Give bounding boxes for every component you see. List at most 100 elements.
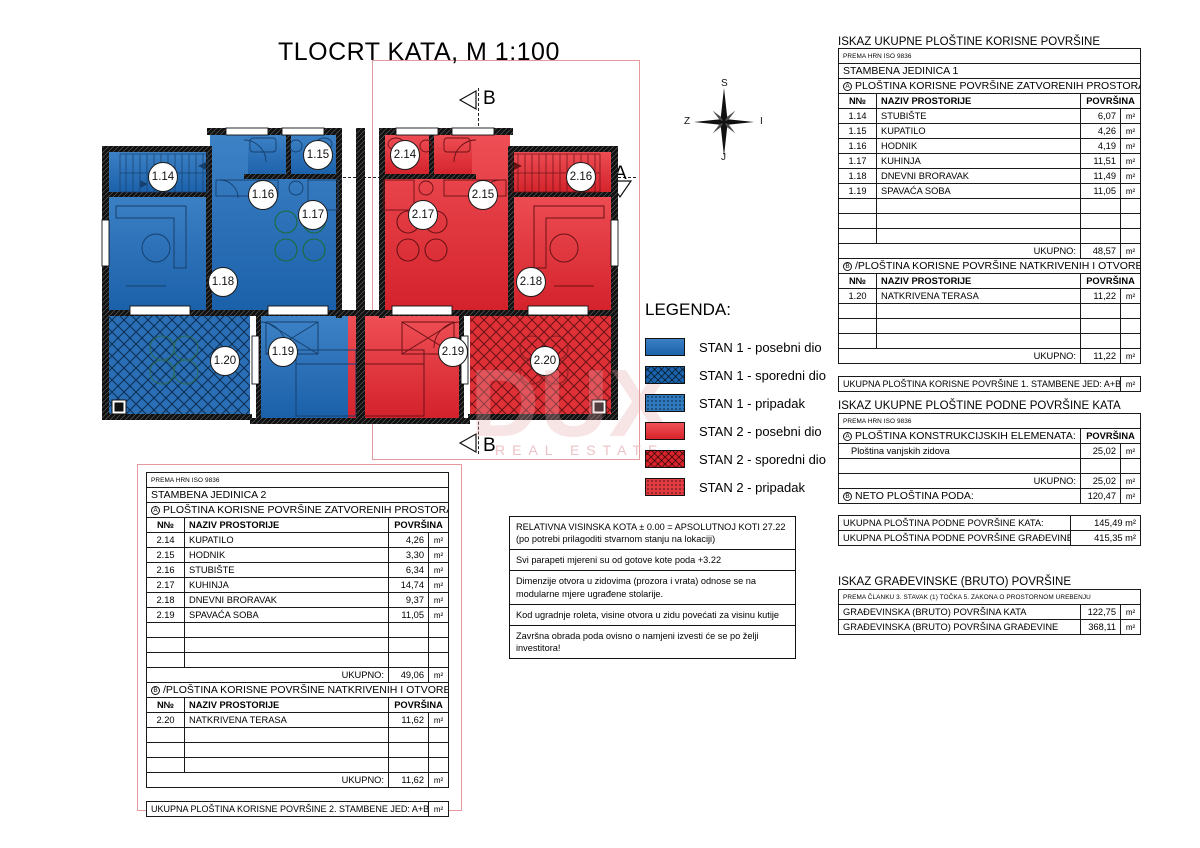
floor-total: 25,02 bbox=[1080, 473, 1121, 489]
u2-col-no: N№ bbox=[146, 517, 185, 533]
room-bubble-2-15[interactable]: 2.15 bbox=[468, 180, 498, 210]
u1-grand-total: UKUPNA PLOŠTINA KORISNE POVRŠINE 1. STAM… bbox=[838, 376, 1121, 392]
legend-label-stan2-sporedni: STAN 2 - sporedni dio bbox=[699, 451, 826, 467]
table-row[interactable]: GRAĐEVINSKA (BRUTO) POVRŠINA GRAĐEVINE 3… bbox=[838, 619, 1142, 635]
table-row[interactable]: 2.15 HODNIK 3,30 m² bbox=[146, 547, 450, 563]
legend-item-stan2-sporedni[interactable]: STAN 2 - sporedni dio bbox=[645, 445, 845, 473]
table-floor-caption: ISKAZ UKUPNE PLOŠTINE PODNE POVRŠINE KAT… bbox=[838, 400, 1121, 412]
room-bubble-1-15[interactable]: 1.15 bbox=[303, 140, 333, 170]
note-4: Završna obrada poda ovisno o namjeni izv… bbox=[509, 624, 796, 660]
u1-r2-no: 1.16 bbox=[838, 138, 877, 154]
u1-r1-no: 1.15 bbox=[838, 123, 877, 139]
gross-r0-area: 122,75 bbox=[1080, 604, 1121, 620]
floor-standard: PREMA HRN ISO 9836 bbox=[838, 413, 1141, 429]
table-row[interactable]: 2.16 STUBIŠTE 6,34 m² bbox=[146, 562, 450, 578]
table-row[interactable]: UKUPNA PLOŠTINA PODNE POVRŠINE GRAĐEVINE… bbox=[838, 530, 1141, 546]
legend-item-stan2-pripadak[interactable]: STAN 2 - pripadak bbox=[645, 473, 845, 501]
u1-section-b: B/PLOŠTINA KORISNE POVRŠINE NATKRIVENIH … bbox=[837, 258, 1142, 274]
table-row[interactable]: 2.14 KUPATILO 4,26 m² bbox=[146, 532, 450, 548]
floor-total-row: UKUPNO: 25,02 m² bbox=[838, 473, 1141, 489]
u2-r3-name: KUHINJA bbox=[184, 577, 389, 593]
u1-r3-no: 1.17 bbox=[838, 153, 877, 169]
table-row[interactable]: Ploština vanjskih zidova 25,02 m² bbox=[838, 443, 1141, 459]
u2-r3-no: 2.17 bbox=[146, 577, 185, 593]
room-bubble-2-14[interactable]: 2.14 bbox=[390, 140, 420, 170]
table-podna-povrsina[interactable]: PREMA HRN ISO 9836 A PLOŠTINA KONSTRUKCIJ… bbox=[838, 413, 1141, 546]
table-bruto-povrsina[interactable]: PREMA ČLANKU 3. STAVAK (1) TOČKA 5. ZAKO… bbox=[837, 589, 1142, 635]
room-bubble-2-19[interactable]: 2.19 bbox=[438, 337, 468, 367]
room-bubble-1-18[interactable]: 1.18 bbox=[208, 267, 238, 297]
table-row[interactable]: UKUPNA PLOŠTINA PODNE POVRŠINE KATA: 145… bbox=[838, 515, 1141, 531]
table-row[interactable]: 1.15 KUPATILO 4,26 m² bbox=[838, 123, 1142, 139]
table-row[interactable]: 2.18 DNEVNI BRORAVAK 9,37 m² bbox=[146, 592, 450, 608]
u2-r5-no: 2.19 bbox=[146, 607, 185, 623]
u1-r3-area: 11,51 bbox=[1080, 153, 1121, 169]
legend-item-stan1-posebni[interactable]: STAN 1 - posebni dio bbox=[645, 333, 845, 361]
room-bubble-1-20[interactable]: 1.20 bbox=[210, 346, 240, 376]
notes-box[interactable]: RELATIVNA VISINSKA KOTA ± 0.00 = APSOLUT… bbox=[509, 515, 796, 660]
compass-rose: S Z I J bbox=[672, 78, 776, 166]
table-row[interactable]: 1.18 DNEVNI BRORAVAK 11,49 m² bbox=[838, 168, 1142, 184]
u1-r5-area: 11,05 bbox=[1080, 183, 1121, 199]
u2-b0-unit: m² bbox=[427, 712, 450, 728]
u1-total-a-label: UKUPNO: bbox=[838, 243, 1081, 259]
table-row[interactable]: GRAĐEVINSKA (BRUTO) POVRŠINA KATA 122,75… bbox=[838, 604, 1142, 620]
room-bubble-1-14[interactable]: 1.14 bbox=[148, 162, 178, 192]
legend-swatch-stan1-posebni bbox=[645, 338, 685, 356]
table-stambena-jedinica-2[interactable]: PREMA HRN ISO 9836 STAMBENA JEDINICA 2 A… bbox=[145, 472, 450, 817]
u1b-col-area: POVRŠINA bbox=[1079, 273, 1142, 289]
legend-item-stan2-posebni[interactable]: STAN 2 - posebni dio bbox=[645, 417, 845, 445]
watermark-text: REAL ESTATE bbox=[495, 442, 665, 458]
u2-section-b-mark: B bbox=[151, 686, 160, 695]
u2-total-a-unit: m² bbox=[427, 667, 450, 683]
room-bubble-1-16[interactable]: 1.16 bbox=[248, 180, 278, 210]
table-row[interactable]: 1.19 SPAVAĆA SOBA 11,05 m² bbox=[838, 183, 1142, 199]
room-bubble-2-16[interactable]: 2.16 bbox=[566, 162, 596, 192]
section-label-b-top: B bbox=[483, 88, 496, 109]
table-row[interactable]: 2.17 KUHINJA 14,74 m² bbox=[146, 577, 450, 593]
table-row[interactable]: 1.17 KUHINJA 11,51 m² bbox=[838, 153, 1142, 169]
table-row[interactable]: 1.14 STUBIŠTE 6,07 m² bbox=[838, 108, 1142, 124]
table-row[interactable]: 1.20 NATKRIVENA TERASA 11,22 m² bbox=[838, 288, 1142, 304]
u2b-col-no: N№ bbox=[146, 697, 185, 713]
u1-section-a: A PLOŠTINA KORISNE POVRŠINE ZATVORENIH PR… bbox=[837, 78, 1142, 94]
floor-sum-0-value: 145,49 m² bbox=[1070, 515, 1141, 531]
u1-col-no: N№ bbox=[838, 93, 877, 109]
room-bubble-2-18[interactable]: 2.18 bbox=[516, 267, 546, 297]
legend-item-stan1-sporedni[interactable]: STAN 1 - sporedni dio bbox=[645, 361, 845, 389]
gross-r1-label: GRAĐEVINSKA (BRUTO) POVRŠINA GRAĐEVINE bbox=[838, 619, 1081, 635]
room-bubble-1-19[interactable]: 1.19 bbox=[268, 337, 298, 367]
room-bubble-1-17[interactable]: 1.17 bbox=[298, 200, 328, 230]
u2-col-name: NAZIV PROSTORIJE bbox=[184, 517, 389, 533]
legend-title: LEGENDA: bbox=[645, 300, 731, 319]
u2-total-b-label: UKUPNO: bbox=[146, 772, 389, 788]
floor-sum-1-label: UKUPNA PLOŠTINA PODNE POVRŠINE GRAĐEVINE… bbox=[838, 530, 1071, 546]
table-stambena-jedinica-1[interactable]: PREMA HRN ISO 9836 STAMBENA JEDINICA 1 A… bbox=[837, 48, 1142, 392]
u2-r2-unit: m² bbox=[427, 562, 450, 578]
table-row-empty bbox=[838, 198, 1142, 214]
u2-unit-title: STAMBENA JEDINICA 2 bbox=[145, 487, 450, 503]
room-bubble-2-17[interactable]: 2.17 bbox=[408, 200, 438, 230]
floor-col-area: POVRŠINA bbox=[1080, 428, 1141, 444]
legend-label-stan1-pripadak: STAN 1 - pripadak bbox=[699, 395, 805, 411]
legend-item-stan1-pripadak[interactable]: STAN 1 - pripadak bbox=[645, 389, 845, 417]
u1-r1-unit: m² bbox=[1119, 123, 1142, 139]
compass-east-label: I bbox=[760, 116, 763, 127]
floor-total-label: UKUPNO: bbox=[838, 473, 1081, 489]
u2-r4-area: 9,37 bbox=[388, 592, 429, 608]
table-row[interactable]: 2.20 NATKRIVENA TERASA 11,62 m² bbox=[146, 712, 450, 728]
floor-plan-drawing[interactable]: 1.14 1.15 1.16 1.17 1.18 1.19 1.20 2.14 … bbox=[100, 110, 670, 460]
compass-south-label: J bbox=[721, 152, 726, 163]
u1-r4-unit: m² bbox=[1119, 168, 1142, 184]
gross-r0-label: GRAĐEVINSKA (BRUTO) POVRŠINA KATA bbox=[838, 604, 1081, 620]
table-row-empty bbox=[838, 213, 1142, 229]
table-row[interactable]: 2.19 SPAVAĆA SOBA 11,05 m² bbox=[146, 607, 450, 623]
u2-grand-total: UKUPNA PLOŠTINA KORISNE POVRŠINE 2. STAM… bbox=[146, 801, 429, 817]
floor-section-a: A PLOŠTINA KONSTRUKCIJSKIH ELEMENATA: bbox=[838, 428, 1081, 444]
u2-r0-no: 2.14 bbox=[146, 532, 185, 548]
table-row-empty bbox=[838, 303, 1142, 319]
table-row[interactable]: 1.16 HODNIK 4,19 m² bbox=[838, 138, 1142, 154]
room-bubble-2-20[interactable]: 2.20 bbox=[530, 346, 560, 376]
table-row-empty bbox=[838, 333, 1142, 349]
